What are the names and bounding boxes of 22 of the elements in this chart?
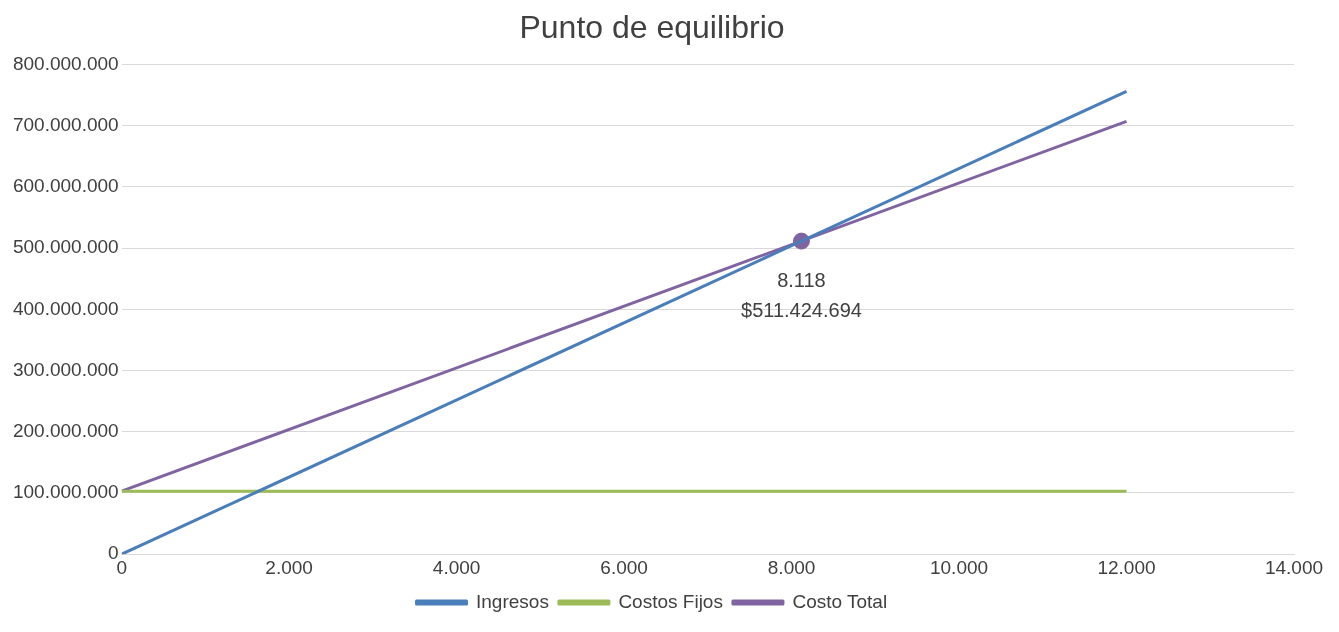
y-tick-label: 100.000.000 [12,481,119,503]
y-tick-label: 300.000.000 [12,358,119,380]
annotation: 8.118 [777,268,826,291]
y-tick-label: 600.000.000 [12,175,119,197]
legend-label: Ingresos [476,590,549,612]
y-tick-label: 200.000.000 [12,419,119,441]
legend-label: Costo Total [792,590,888,612]
x-tick-label: 12.000 [1097,556,1156,578]
y-tick-label: 800.000.000 [12,52,119,74]
x-tick-label: 4.000 [432,556,481,578]
y-tick-label: 700.000.000 [12,113,119,135]
y-tick-label: 500.000.000 [12,236,119,258]
y-tick-label: 0 [108,542,119,564]
x-tick-label: 6.000 [600,556,648,578]
legend-label: Costos Fijos [618,590,723,612]
x-tick-label: 2.000 [265,556,313,578]
x-tick-label: 10.000 [929,556,989,578]
y-tick-label: 400.000.000 [12,297,119,319]
annotation: $511.424.694 [741,298,862,321]
x-tick-label: 14.000 [1264,556,1324,578]
x-tick-label: 8.000 [767,556,816,578]
chart-title: Punto de equilibrio [519,9,785,46]
